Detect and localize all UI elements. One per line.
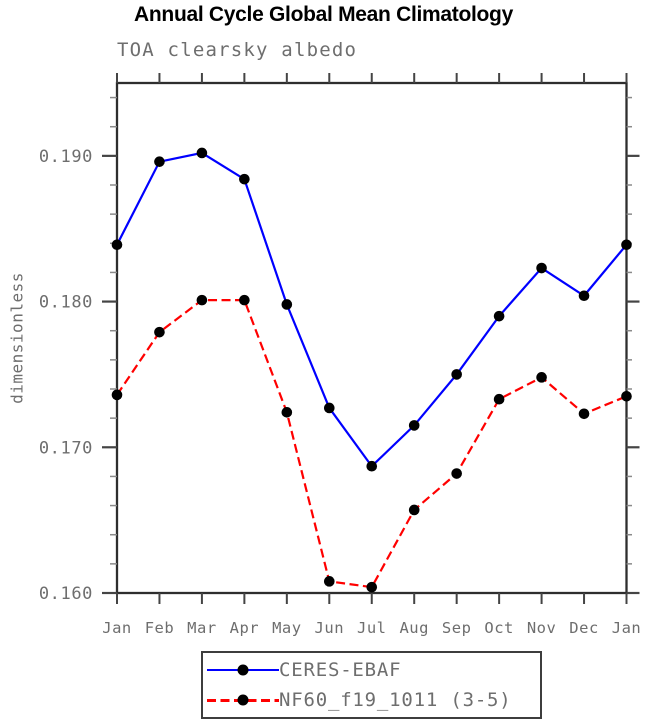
- data-point-marker-ceres-ebaf: [408, 420, 420, 431]
- data-point-marker-nf60: [408, 504, 420, 516]
- series-line-ceres-ebaf: [116, 151, 628, 468]
- x-tick-label: Sep: [442, 619, 472, 637]
- plot-frame: [115, 81, 628, 595]
- data-point-marker-nf60: [239, 294, 250, 306]
- data-point-marker-ceres-ebaf: [111, 239, 123, 251]
- data-point-marker-ceres-ebaf: [196, 147, 208, 159]
- legend-label-ceres-ebaf: CERES-EBAF: [279, 658, 402, 681]
- x-tick-label: Jan: [612, 619, 642, 637]
- x-tick-label: May: [272, 619, 302, 637]
- data-point-marker-nf60: [493, 393, 505, 405]
- y-tick-label: 0.160: [39, 584, 93, 604]
- data-point-marker-ceres-ebaf: [621, 239, 632, 251]
- data-point-marker-ceres-ebaf: [451, 369, 462, 380]
- x-tick-label: Aug: [399, 619, 429, 637]
- x-tick-label: Jun: [315, 619, 345, 637]
- legend: CERES-EBAF NF60_f19_1011 (3-5): [201, 651, 542, 719]
- data-point-marker-ceres-ebaf: [578, 290, 590, 302]
- data-point-marker-nf60: [536, 372, 547, 383]
- chart-title: Annual Cycle Global Mean Climatology: [134, 3, 513, 26]
- series-line-nf60: [116, 299, 627, 589]
- data-point-marker-ceres-ebaf: [281, 299, 293, 310]
- chart-subtitle: TOA clearsky albedo: [117, 39, 358, 61]
- y-tick-label: 0.190: [39, 147, 93, 167]
- data-point-marker-ceres-ebaf: [536, 262, 547, 274]
- data-point-marker-nf60: [196, 294, 208, 306]
- x-tick-label: Feb: [145, 619, 175, 637]
- data-point-marker-ceres-ebaf: [323, 402, 335, 414]
- x-tick-label: Mar: [187, 619, 217, 637]
- data-point-marker-nf60: [281, 407, 293, 418]
- data-point-marker-ceres-ebaf: [366, 460, 378, 472]
- x-tick-label: Apr: [230, 619, 260, 637]
- legend-marker-dot: [237, 664, 249, 676]
- data-point-marker-nf60: [323, 576, 335, 587]
- x-tick-label: Oct: [484, 619, 514, 637]
- y-tick-label: 0.170: [39, 438, 93, 458]
- data-point-marker-nf60: [451, 468, 462, 479]
- legend-entry-nf60: NF60_f19_1011 (3-5): [203, 686, 540, 714]
- x-tick-label: Nov: [527, 619, 557, 637]
- data-point-marker-nf60: [578, 408, 590, 420]
- x-tick-label: Dec: [569, 619, 599, 637]
- data-point-marker-ceres-ebaf: [239, 173, 250, 185]
- data-point-marker-ceres-ebaf: [493, 310, 505, 322]
- data-point-marker-nf60: [621, 390, 632, 402]
- x-tick-label: Jan: [102, 619, 132, 637]
- data-point-marker-nf60: [154, 326, 165, 338]
- legend-label-nf60: NF60_f19_1011 (3-5): [279, 689, 512, 712]
- data-point-marker-ceres-ebaf: [154, 156, 165, 167]
- legend-entry-ceres-ebaf: CERES-EBAF: [203, 656, 540, 684]
- data-point-marker-nf60: [111, 389, 123, 401]
- x-tick-label: Jul: [357, 619, 387, 637]
- data-point-marker-nf60: [366, 581, 378, 593]
- y-tick-label: 0.180: [39, 293, 93, 313]
- legend-marker-dot: [237, 694, 249, 706]
